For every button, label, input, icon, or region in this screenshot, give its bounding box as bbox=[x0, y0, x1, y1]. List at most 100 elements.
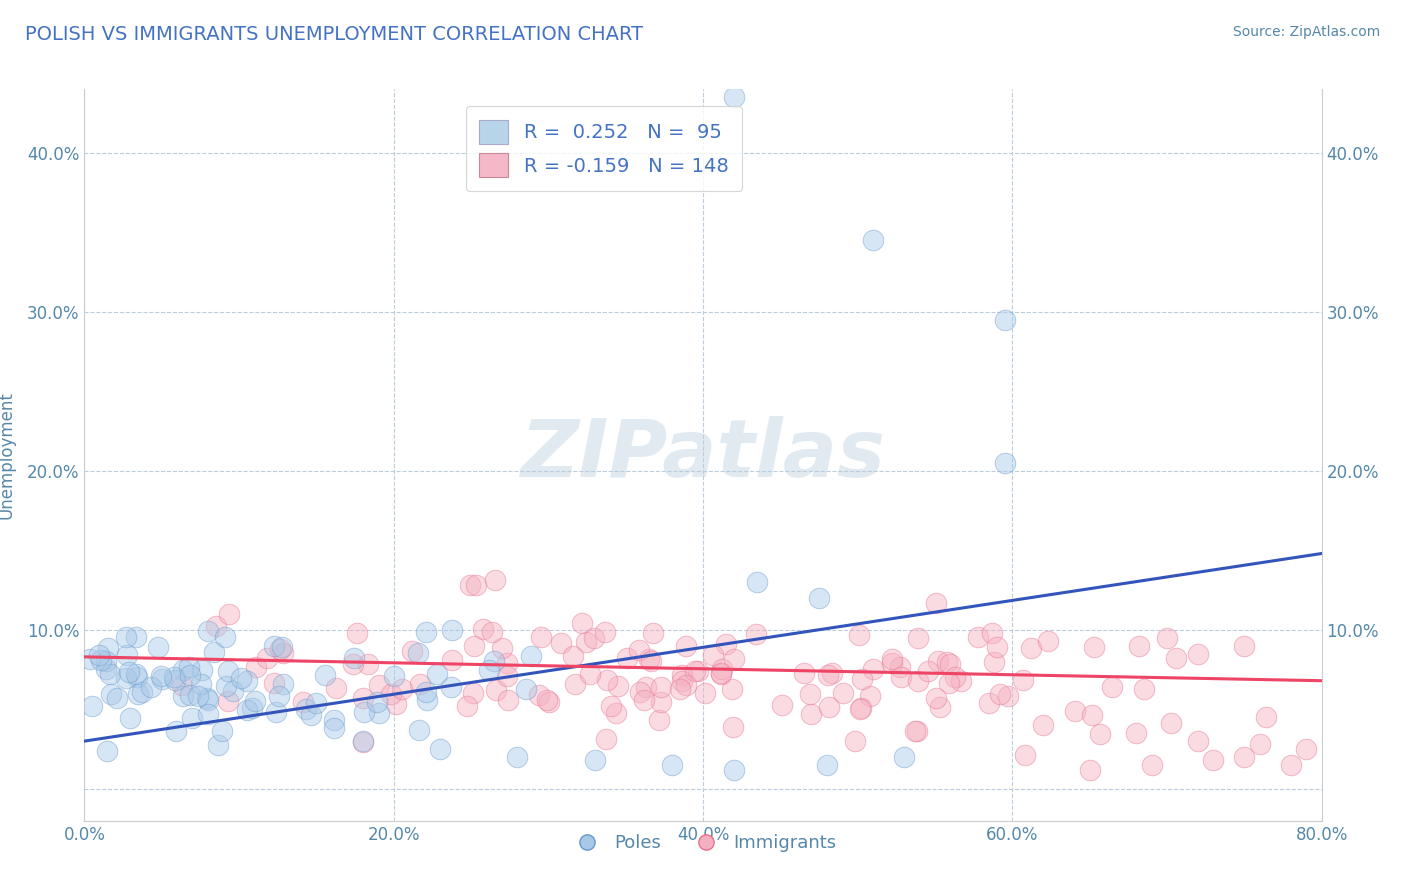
Point bbox=[671, 673, 693, 688]
Point bbox=[616, 650, 638, 665]
Point bbox=[693, 686, 716, 700]
Point bbox=[710, 666, 733, 681]
Point bbox=[628, 684, 651, 698]
Point bbox=[273, 646, 295, 660]
Point bbox=[385, 698, 408, 712]
Point bbox=[640, 654, 662, 668]
Point bbox=[409, 676, 432, 690]
Point bbox=[641, 626, 664, 640]
Point bbox=[807, 591, 830, 605]
Point bbox=[207, 738, 229, 752]
Point bbox=[217, 665, 239, 679]
Point bbox=[605, 706, 627, 721]
Point bbox=[564, 677, 586, 691]
Point bbox=[583, 753, 606, 767]
Point bbox=[456, 699, 478, 714]
Point bbox=[821, 666, 844, 681]
Point bbox=[702, 648, 724, 663]
Point bbox=[745, 575, 768, 590]
Point bbox=[150, 669, 173, 683]
Point bbox=[925, 691, 948, 706]
Point bbox=[606, 679, 628, 693]
Point bbox=[240, 701, 263, 715]
Point bbox=[408, 723, 430, 737]
Point bbox=[1019, 640, 1042, 655]
Point bbox=[115, 648, 138, 663]
Point bbox=[221, 683, 243, 698]
Point bbox=[263, 676, 285, 690]
Point bbox=[917, 664, 939, 678]
Point bbox=[529, 688, 551, 702]
Point bbox=[301, 708, 323, 723]
Point bbox=[530, 630, 553, 644]
Point bbox=[1164, 651, 1187, 665]
Point bbox=[187, 689, 209, 703]
Point bbox=[415, 685, 437, 699]
Point bbox=[818, 700, 841, 714]
Point bbox=[197, 692, 219, 706]
Point bbox=[1133, 681, 1156, 696]
Point bbox=[80, 698, 103, 713]
Point bbox=[236, 673, 259, 688]
Point bbox=[1187, 734, 1209, 748]
Point bbox=[172, 663, 194, 677]
Point bbox=[322, 721, 344, 735]
Point bbox=[1140, 758, 1163, 772]
Point bbox=[721, 721, 744, 735]
Point bbox=[929, 700, 952, 714]
Point bbox=[515, 681, 537, 696]
Point bbox=[231, 671, 253, 685]
Point bbox=[495, 668, 517, 682]
Point bbox=[723, 652, 745, 666]
Point bbox=[686, 665, 709, 679]
Point bbox=[904, 723, 927, 738]
Point bbox=[197, 706, 219, 721]
Point bbox=[997, 689, 1019, 703]
Point bbox=[114, 671, 136, 685]
Point bbox=[683, 664, 706, 678]
Point bbox=[1233, 639, 1256, 653]
Point bbox=[485, 683, 508, 698]
Point bbox=[267, 690, 290, 704]
Point bbox=[391, 681, 413, 696]
Point bbox=[367, 706, 389, 720]
Point bbox=[562, 649, 585, 664]
Point bbox=[1254, 709, 1277, 723]
Point bbox=[661, 758, 683, 772]
Point bbox=[650, 695, 672, 709]
Point bbox=[495, 656, 517, 670]
Point bbox=[172, 689, 194, 703]
Point bbox=[163, 670, 186, 684]
Point bbox=[938, 676, 960, 690]
Point bbox=[465, 577, 488, 591]
Point bbox=[1125, 726, 1147, 740]
Point bbox=[993, 456, 1015, 470]
Point bbox=[675, 678, 697, 692]
Point bbox=[177, 660, 200, 674]
Point bbox=[650, 680, 672, 694]
Point bbox=[599, 699, 621, 714]
Point bbox=[79, 652, 101, 666]
Point bbox=[481, 624, 503, 639]
Point bbox=[115, 630, 138, 644]
Point bbox=[1279, 758, 1302, 772]
Point bbox=[520, 649, 543, 664]
Point bbox=[1012, 673, 1035, 688]
Point bbox=[352, 735, 374, 749]
Point bbox=[90, 653, 112, 667]
Point bbox=[408, 646, 430, 660]
Point bbox=[536, 693, 558, 707]
Point bbox=[380, 687, 402, 701]
Point bbox=[440, 623, 463, 637]
Point bbox=[305, 696, 328, 710]
Point bbox=[849, 702, 872, 716]
Point bbox=[215, 679, 238, 693]
Point bbox=[943, 670, 966, 684]
Point bbox=[890, 670, 912, 684]
Point bbox=[848, 628, 870, 642]
Point bbox=[440, 680, 463, 694]
Point bbox=[537, 695, 560, 709]
Point bbox=[429, 742, 451, 756]
Point bbox=[118, 711, 141, 725]
Point bbox=[346, 626, 368, 640]
